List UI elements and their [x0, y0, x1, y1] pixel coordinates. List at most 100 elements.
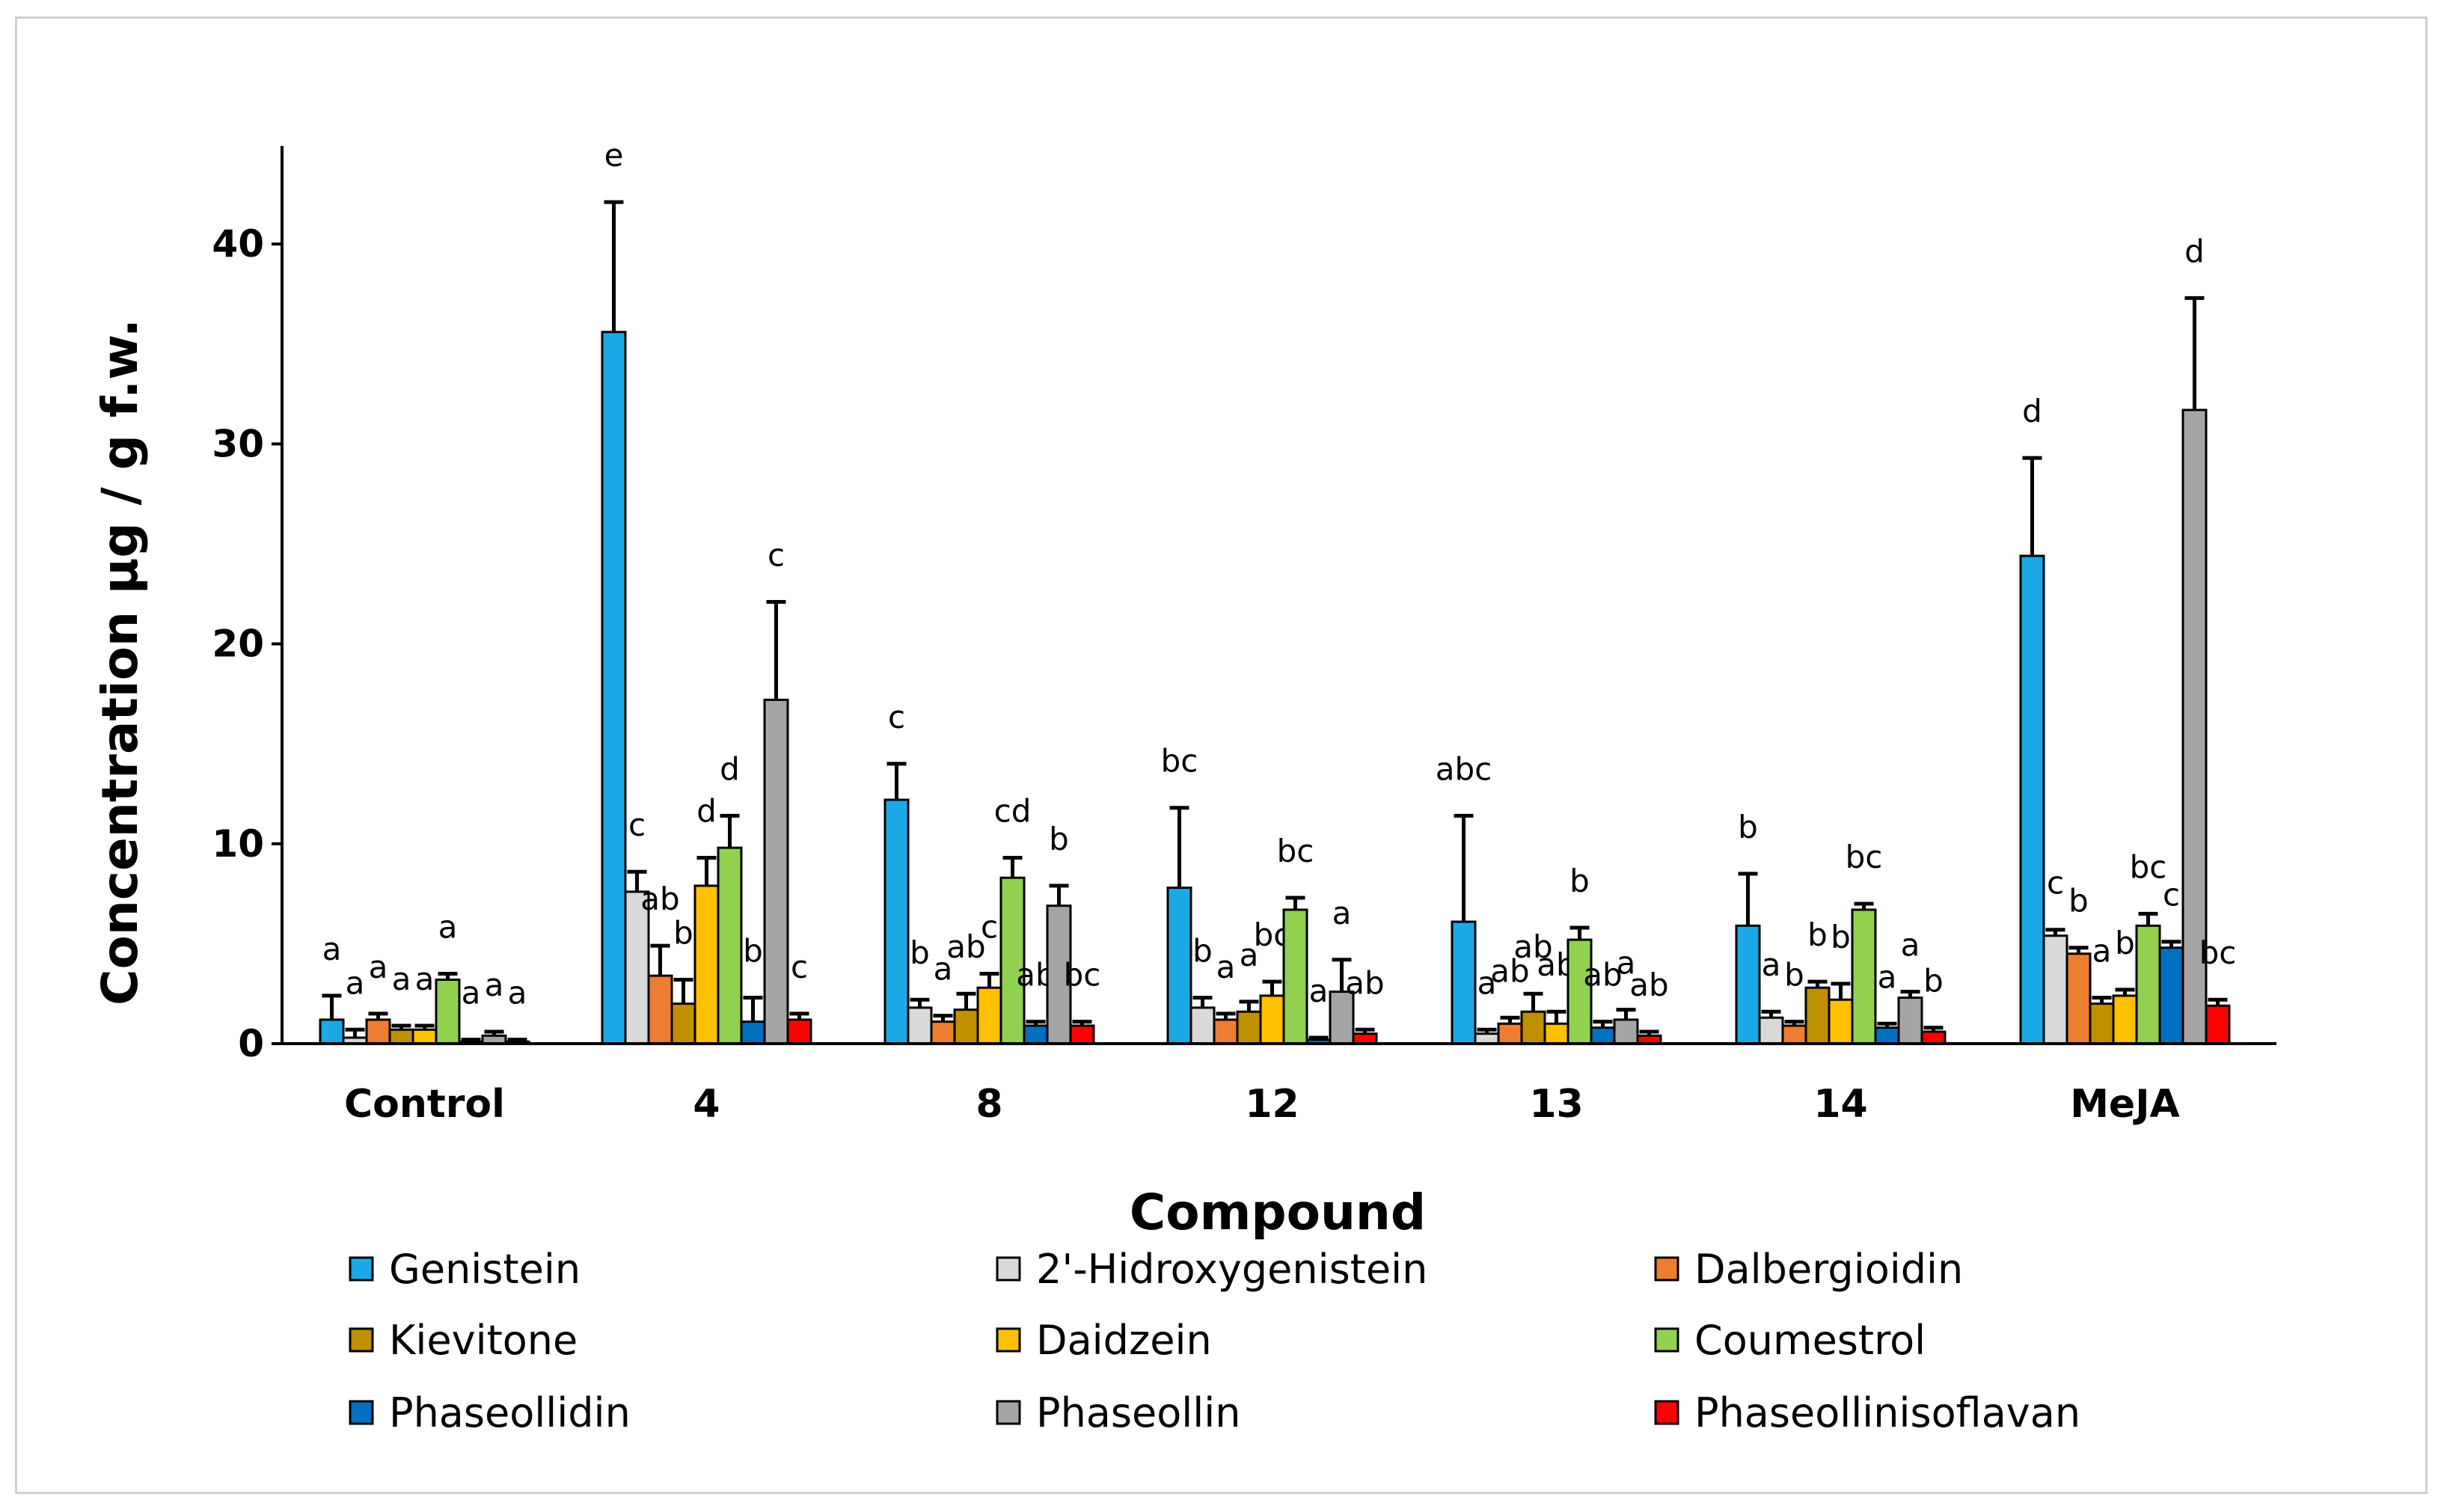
significance-letter: bc: [2130, 848, 2167, 885]
significance-letter: d: [2022, 393, 2042, 429]
legend-swatch: [349, 1327, 374, 1353]
significance-letter: b: [910, 934, 930, 971]
bar: [2158, 946, 2184, 1045]
significance-letter: b: [1738, 809, 1758, 845]
bar: [1497, 1022, 1523, 1045]
significance-letter: bc: [1846, 839, 1883, 875]
significance-letter: c: [981, 908, 998, 945]
x-category-label: 8: [976, 1082, 1002, 1127]
significance-letter: ab: [1345, 964, 1384, 1001]
legend-item: Kievitone: [349, 1317, 578, 1364]
bar: [999, 876, 1026, 1045]
significance-letter: abc: [1436, 750, 1492, 787]
significance-letter: c: [888, 699, 905, 735]
significance-letter: c: [2163, 877, 2180, 913]
significance-letter: b: [2068, 883, 2089, 919]
y-tick-label: 40: [212, 222, 264, 266]
bar: [1851, 908, 1877, 1045]
significance-letter: d: [2184, 233, 2205, 269]
bar: [2181, 408, 2208, 1045]
legend-label: Daidzein: [1036, 1317, 1212, 1364]
x-category-label: Control: [344, 1082, 505, 1127]
significance-letter: ab: [1629, 967, 1668, 1003]
significance-letter: a: [1762, 946, 1781, 983]
bar: [1590, 1026, 1616, 1045]
x-category-label: 13: [1529, 1082, 1583, 1127]
chart-frame: a e c bc abc b d a c b b a a c a ab a a ab b b a b ab a ab b a a d c bc…: [15, 16, 2428, 1494]
bar: [2065, 952, 2092, 1045]
significance-letter: d: [696, 793, 717, 830]
significance-letter: a: [1901, 927, 1920, 964]
bar: [670, 1003, 696, 1045]
legend-item: Genistein: [349, 1246, 581, 1293]
x-category-label: 4: [693, 1082, 720, 1127]
bar: [2089, 1003, 2115, 1045]
significance-letter: b: [1923, 963, 1944, 1000]
legend-item: 2'-Hidroxygenistein: [996, 1246, 1427, 1293]
legend-item: Phaseollin: [996, 1389, 1241, 1436]
bar: [1352, 1032, 1378, 1045]
significance-letter: a: [1477, 964, 1497, 1001]
significance-letter: a: [1878, 958, 1897, 995]
legend-label: Kievitone: [389, 1317, 578, 1364]
bar: [2019, 554, 2045, 1045]
significance-letter: a: [1309, 973, 1329, 1009]
significance-letter: b: [1192, 933, 1213, 970]
significance-letter: b: [1807, 916, 1828, 953]
significance-letter: b: [1569, 863, 1590, 899]
bar: [1613, 1018, 1639, 1045]
legend-label: Dalbergioidin: [1694, 1246, 1963, 1293]
legend-swatch: [1654, 1256, 1679, 1282]
significance-letter: ab: [1513, 928, 1552, 965]
legend-label: Phaseollinisoflavan: [1694, 1389, 2080, 1436]
bar: [1920, 1030, 1947, 1045]
significance-letter: b: [1049, 821, 1069, 857]
significance-letter: b: [673, 914, 693, 951]
legend-swatch: [996, 1400, 1021, 1425]
bar: [1758, 1016, 1784, 1045]
bar: [435, 978, 461, 1045]
bar: [411, 1028, 438, 1045]
bar: [1520, 1010, 1546, 1045]
legend-item: Phaseollinisoflavan: [1654, 1389, 2080, 1436]
legend-label: Genistein: [389, 1246, 581, 1293]
legend-swatch: [1654, 1327, 1679, 1353]
bar: [319, 1018, 345, 1045]
bar: [1735, 924, 1761, 1045]
significance-letter: bc: [1277, 833, 1314, 869]
significance-letter: a: [1332, 895, 1352, 931]
legend-item: Daidzein: [996, 1317, 1212, 1364]
legend-swatch: [349, 1256, 374, 1282]
bar: [388, 1028, 414, 1045]
legend-swatch: [1654, 1400, 1679, 1425]
significance-letter: ab: [640, 881, 679, 917]
significance-letter: bc: [2199, 934, 2237, 971]
bar: [1874, 1026, 1900, 1045]
legend: Genistein 2'-Hidroxygenistein Dalbergioidi…: [349, 1246, 2080, 1436]
legend-item: Dalbergioidin: [1654, 1246, 1963, 1293]
significance-letter: bc: [1064, 957, 1101, 994]
significance-letter: a: [369, 949, 388, 985]
significance-letter: a: [462, 975, 481, 1011]
bar: [740, 1020, 766, 1045]
significance-letter: b: [743, 933, 763, 970]
bar: [1213, 1018, 1239, 1045]
significance-letter: c: [768, 536, 785, 573]
bar: [1828, 998, 1854, 1045]
x-category-label: MeJA: [2070, 1082, 2180, 1127]
bar: [693, 884, 720, 1045]
significance-letter: a: [415, 961, 435, 997]
bar: [1189, 1006, 1216, 1045]
significance-letter: e: [604, 137, 624, 174]
bar: [883, 798, 910, 1045]
significance-letter: bc: [1161, 743, 1198, 780]
significance-letter: c: [791, 949, 808, 985]
bar: [1166, 887, 1192, 1045]
bar: [1282, 908, 1308, 1045]
bar: [1259, 994, 1285, 1045]
significance-letter: a: [438, 908, 458, 945]
bar: [763, 698, 789, 1045]
bar: [907, 1006, 933, 1045]
legend-swatch: [996, 1327, 1021, 1353]
